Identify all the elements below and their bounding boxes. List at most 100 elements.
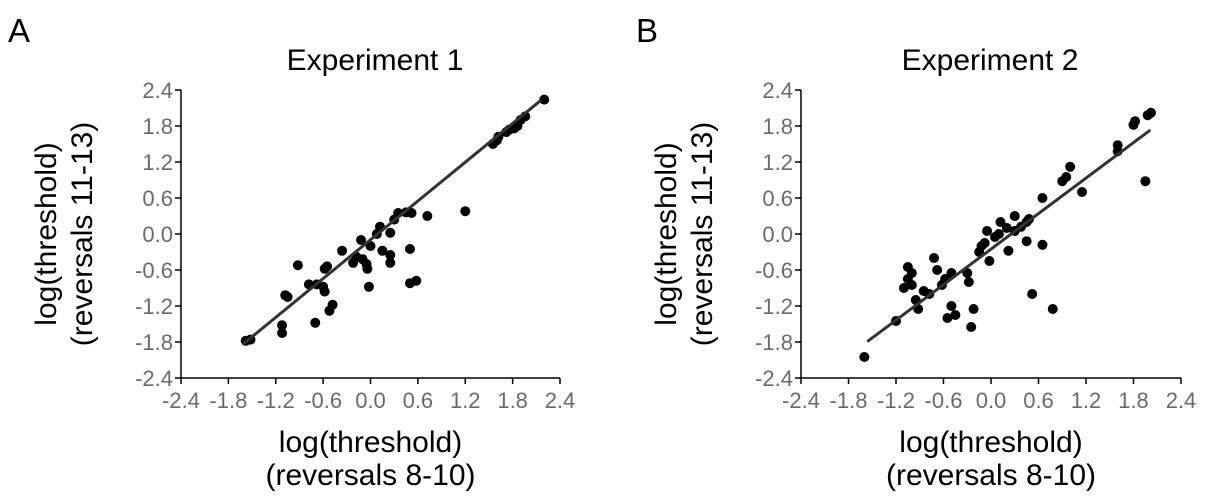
x-tick-label: 1.8 — [497, 388, 528, 413]
y-tick-label: 1.8 — [142, 114, 173, 139]
y-tick-label: -2.4 — [755, 366, 793, 391]
y-tick-label: 0.6 — [762, 186, 793, 211]
x-axis-label-line2: (reversals 8-10) — [886, 459, 1096, 492]
data-point — [1009, 211, 1020, 221]
y-axis-label-line1: log(threshold) — [30, 142, 63, 325]
data-point — [422, 211, 433, 221]
data-point — [1021, 236, 1032, 247]
y-tick-label: 0.0 — [762, 222, 793, 247]
panel-a-chart: A Experiment 1 -2.4 -1.8 -1.2 -0.6 0.0 0.6 1.2 1.… — [8, 12, 575, 492]
data-point — [280, 290, 291, 301]
x-axis-label-line1: log(threshold) — [899, 426, 1082, 459]
data-point — [1130, 116, 1141, 127]
x-tick-label: 0.0 — [976, 388, 1007, 413]
y-tick-label: -0.6 — [135, 258, 173, 283]
data-point — [979, 238, 990, 248]
panel-letter: B — [636, 12, 658, 49]
data-point — [995, 217, 1006, 227]
data-point — [1037, 193, 1048, 203]
y-axis-label-line2: (reversals 11-13) — [686, 122, 719, 347]
y-tick-label: 0.6 — [142, 186, 173, 211]
data-point — [277, 320, 288, 331]
data-point — [310, 317, 321, 328]
data-point — [1061, 172, 1072, 182]
data-point — [404, 244, 415, 254]
data-point — [337, 245, 348, 256]
panel-letter: A — [8, 12, 30, 49]
x-tick-label: -0.6 — [304, 388, 342, 413]
y-tick-label: -1.2 — [135, 294, 173, 319]
y-tick-label: -1.8 — [755, 330, 793, 355]
regression-line — [866, 129, 1151, 343]
data-point — [859, 352, 870, 362]
data-point — [1112, 140, 1123, 151]
y-tick-label: -1.2 — [755, 294, 793, 319]
x-tick-label: 2.4 — [545, 388, 576, 413]
data-point — [385, 257, 396, 268]
x-tick-label: 0.6 — [403, 388, 434, 413]
x-tick-label: -1.2 — [257, 388, 295, 413]
x-tick-label: -2.4 — [162, 388, 200, 413]
data-point — [363, 281, 374, 292]
data-point — [377, 245, 388, 256]
chart-title: Experiment 1 — [287, 44, 464, 77]
data-point — [993, 229, 1004, 239]
y-tick-label: -0.6 — [755, 258, 793, 283]
data-point — [1047, 304, 1058, 314]
x-axis-label-line1: log(threshold) — [279, 426, 462, 459]
data-point — [929, 253, 939, 263]
data-point — [932, 265, 943, 275]
data-point — [385, 227, 396, 238]
data-point — [1037, 239, 1048, 250]
x-tick-label: -1.8 — [209, 388, 247, 413]
data-point — [963, 277, 974, 287]
data-point — [898, 283, 909, 293]
y-tick-label: -1.8 — [135, 330, 173, 355]
data-point — [984, 256, 995, 266]
data-point — [292, 260, 303, 271]
data-point — [385, 250, 396, 260]
x-tick-label: 0.6 — [1023, 388, 1054, 413]
x-axis-label-line2: (reversals 8-10) — [265, 459, 475, 492]
data-point — [942, 313, 953, 323]
data-point — [277, 328, 288, 338]
data-point — [327, 299, 338, 310]
regression-line — [242, 99, 542, 345]
y-axis-label-line2: (reversals 11-13) — [66, 122, 99, 347]
data-point — [1065, 161, 1076, 172]
x-tick-label: -1.2 — [877, 388, 915, 413]
y-tick-label: -2.4 — [135, 366, 173, 391]
y-tick-label: 1.2 — [762, 150, 793, 175]
x-tick-label: 0.0 — [355, 388, 386, 413]
data-point — [1001, 223, 1012, 233]
chart-title: Experiment 2 — [902, 44, 1079, 77]
data-point — [1003, 245, 1014, 256]
panel-b-chart: B Experiment 2 -2.4 -1.8 -1.2 -0.6 0.0 0.6 1.2 1.… — [636, 12, 1196, 492]
data-point — [411, 275, 422, 286]
data-point — [968, 304, 979, 314]
x-tick-label: 2.4 — [1166, 388, 1197, 413]
data-point — [406, 208, 417, 218]
data-point — [1145, 107, 1156, 118]
data-point — [1140, 176, 1151, 187]
y-tick-label: 2.4 — [762, 78, 793, 103]
y-axis-label-line1: log(threshold) — [650, 142, 683, 325]
x-tick-label: 1.2 — [450, 388, 481, 413]
x-tick-label: -1.8 — [830, 388, 868, 413]
data-point — [906, 280, 917, 290]
data-point — [322, 261, 333, 272]
x-tick-label: 1.2 — [1071, 388, 1102, 413]
y-tick-label: 2.4 — [142, 78, 173, 103]
y-tick-label: 0.0 — [142, 222, 173, 247]
data-point — [539, 94, 550, 105]
data-point — [319, 286, 330, 297]
data-point — [950, 310, 961, 320]
x-tick-label: 1.8 — [1118, 388, 1149, 413]
data-point — [356, 235, 367, 245]
data-point — [966, 322, 977, 332]
data-point — [362, 263, 373, 274]
y-tick-label: 1.8 — [762, 114, 793, 139]
data-point — [1077, 187, 1088, 197]
data-point — [1027, 289, 1038, 299]
